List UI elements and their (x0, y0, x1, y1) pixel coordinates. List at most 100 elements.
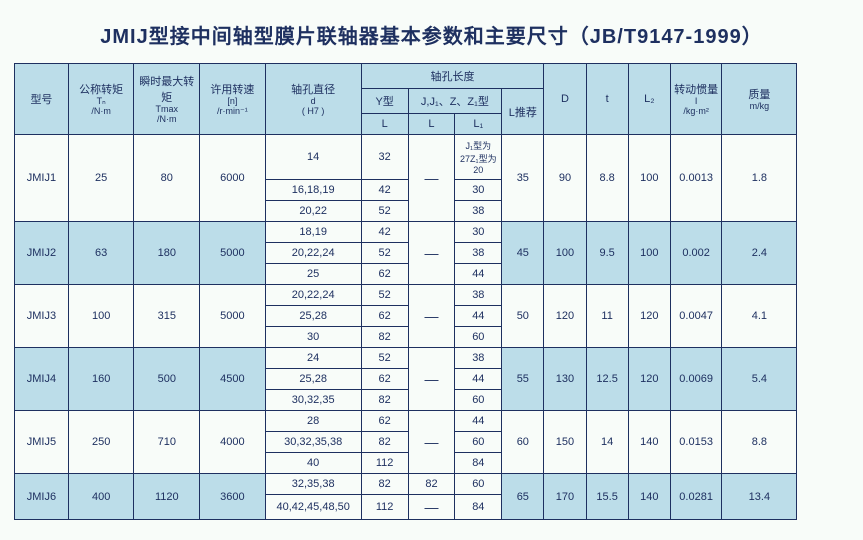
cell: 100 (628, 135, 670, 222)
cell: 50 (502, 285, 544, 348)
cell: 62 (361, 306, 408, 327)
cell: 35 (502, 135, 544, 222)
cell: 25,28 (265, 306, 361, 327)
hdr-model: 型号 (15, 64, 69, 135)
table-row: JMIJ263180500018,1942—30451009.51000.002… (15, 222, 849, 243)
cell: 62 (361, 411, 408, 432)
cell: 82 (361, 327, 408, 348)
cell: 60 (455, 390, 502, 411)
cell: 42 (361, 180, 408, 201)
cell: 250 (68, 411, 134, 474)
cell: 100 (544, 222, 586, 285)
cell: JMIJ3 (15, 285, 69, 348)
cell: — (408, 222, 455, 285)
cell: 32 (361, 135, 408, 180)
cell: 0.0013 (670, 135, 722, 222)
cell: 120 (628, 348, 670, 411)
cell: 150 (544, 411, 586, 474)
table-row: JMIJ64001120360032,35,388282606517015.51… (15, 474, 849, 495)
cell: JMIJ4 (15, 348, 69, 411)
cell: 5000 (200, 285, 266, 348)
cell: 60 (502, 411, 544, 474)
cell: 55 (502, 348, 544, 411)
cell: 4.1 (722, 285, 797, 348)
cell: 11 (586, 285, 628, 348)
table-header: 型号 公称转矩 Tₙ /N·m 瞬时最大转矩 Tmax /N·m 许用转速 [n… (15, 64, 849, 135)
cell: 0.0047 (670, 285, 722, 348)
cell: 40 (265, 453, 361, 474)
cell: 315 (134, 285, 200, 348)
cell: 62 (361, 369, 408, 390)
cell: 1120 (134, 474, 200, 520)
cell: 8.8 (586, 135, 628, 222)
cell: 40,42,45,48,50 (265, 495, 361, 520)
cell: 20,22,24 (265, 285, 361, 306)
cell: 6000 (200, 135, 266, 222)
cell: 52 (361, 243, 408, 264)
cell: 82 (361, 432, 408, 453)
hdr-bore: 轴孔直径 d ( H7 ) (265, 64, 361, 135)
cell: — (408, 411, 455, 474)
cell: 15.5 (586, 474, 628, 520)
cell: 2.4 (722, 222, 797, 285)
cell: 63 (68, 222, 134, 285)
cell: — (408, 348, 455, 411)
cell: 38 (455, 285, 502, 306)
cell: 60 (455, 432, 502, 453)
cell: 112 (361, 495, 408, 520)
cell: 30,32,35 (265, 390, 361, 411)
cell: 13.4 (722, 474, 797, 520)
cell: 0.002 (670, 222, 722, 285)
page-title: JMIJ型接中间轴型膜片联轴器基本参数和主要尺寸（JB/T9147-1999） (14, 20, 849, 49)
hdr-Lrec: L推荐 (502, 89, 544, 135)
cell: 62 (361, 264, 408, 285)
hdr-t: t (586, 64, 628, 135)
cell: 5.4 (722, 348, 797, 411)
cell: 80 (134, 135, 200, 222)
cell: 30 (455, 180, 502, 201)
cell: 160 (68, 348, 134, 411)
cell: 9.5 (586, 222, 628, 285)
cell: 60 (455, 327, 502, 348)
cell: 44 (455, 369, 502, 390)
cell: 3600 (200, 474, 266, 520)
hdr-ytype: Y型 (361, 89, 408, 114)
cell: 82 (408, 474, 455, 495)
cell: 42 (361, 222, 408, 243)
cell: 52 (361, 201, 408, 222)
cell: 130 (544, 348, 586, 411)
cell: 38 (455, 243, 502, 264)
cell: JMIJ5 (15, 411, 69, 474)
cell: JMIJ2 (15, 222, 69, 285)
hdr-speed: 许用转速 [n] /r·min⁻¹ (200, 64, 266, 135)
cell: 500 (134, 348, 200, 411)
hdr-L-y: L (361, 114, 408, 135)
cell: 60 (455, 474, 502, 495)
cell: 112 (361, 453, 408, 474)
cell: 4500 (200, 348, 266, 411)
cell: 16,18,19 (265, 180, 361, 201)
table-body: JMIJ1258060001432—J₁型为27Z₁型为2035908.8100… (15, 135, 849, 520)
cell: 30 (265, 327, 361, 348)
cell: 52 (361, 348, 408, 369)
cell: 140 (628, 411, 670, 474)
cell: J₁型为27Z₁型为20 (455, 135, 502, 180)
cell: — (408, 135, 455, 222)
cell: 25 (265, 264, 361, 285)
cell: 14 (265, 135, 361, 180)
cell: 4000 (200, 411, 266, 474)
cell: 28 (265, 411, 361, 432)
cell: 170 (544, 474, 586, 520)
cell: JMIJ1 (15, 135, 69, 222)
cell: 44 (455, 306, 502, 327)
cell: 0.0069 (670, 348, 722, 411)
cell: 38 (455, 201, 502, 222)
cell: 82 (361, 390, 408, 411)
hdr-mass: 质量 m/kg (722, 64, 797, 135)
cell: — (408, 495, 455, 520)
cell: 12.5 (586, 348, 628, 411)
table-row: JMIJ1258060001432—J₁型为27Z₁型为2035908.8100… (15, 135, 849, 180)
cell: 45 (502, 222, 544, 285)
cell: — (408, 285, 455, 348)
hdr-D: D (544, 64, 586, 135)
